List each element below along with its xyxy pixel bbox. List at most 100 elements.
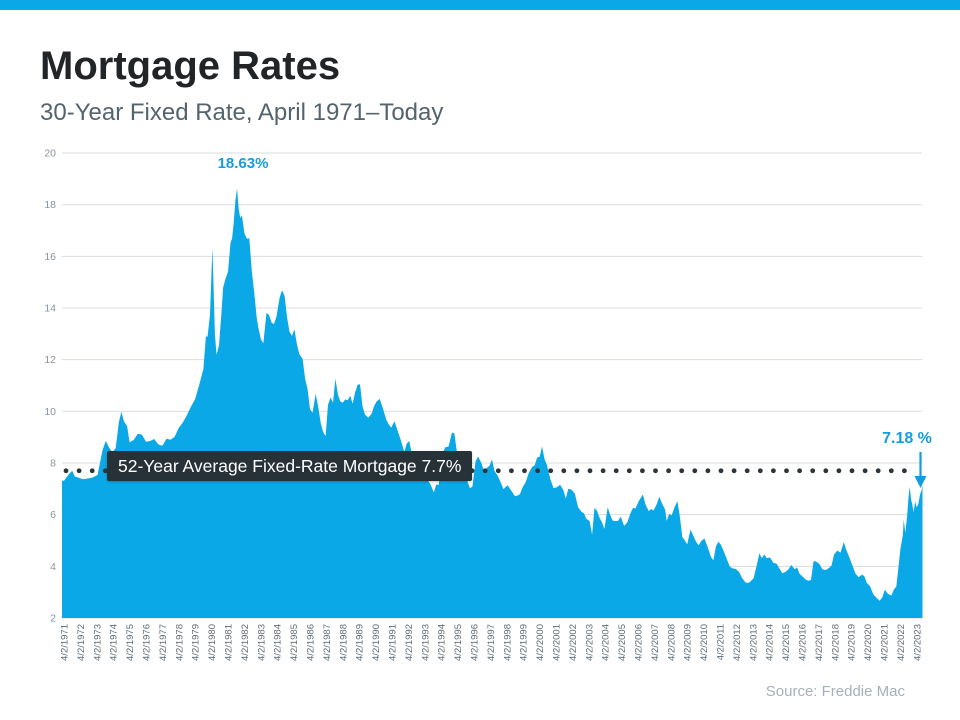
average-line-dot <box>666 468 671 474</box>
page-subtitle: 30-Year Fixed Rate, April 1971–Today <box>40 99 444 126</box>
x-axis-tick-label: 4/2/2021 <box>880 624 891 661</box>
x-axis-tick-label: 4/2/1993 <box>420 624 431 661</box>
average-line-dot <box>692 468 698 474</box>
average-line-dot <box>849 468 855 474</box>
average-line-dot <box>600 468 606 474</box>
x-axis-tick-label: 4/2/1979 <box>191 624 202 661</box>
x-axis-tick-label: 4/2/2009 <box>683 624 694 661</box>
average-line-dot <box>771 468 776 474</box>
average-line-dot <box>862 468 868 474</box>
x-axis-tick-label: 4/2/2002 <box>568 624 579 661</box>
average-line-dot <box>902 468 907 474</box>
average-line-dot <box>757 468 763 474</box>
average-line-dot <box>509 468 514 474</box>
x-axis-tick-label: 4/2/2011 <box>716 624 727 660</box>
x-axis-tick-label: 4/2/2001 <box>552 624 563 661</box>
x-axis-tick-label: 4/2/1988 <box>338 624 349 661</box>
average-line-dot <box>548 468 554 474</box>
x-axis-tick-label: 4/2/2005 <box>617 624 628 661</box>
x-axis-tick-label: 4/2/1982 <box>240 624 251 661</box>
average-line-dot <box>522 468 527 474</box>
average-line-dot <box>784 468 789 474</box>
y-axis-tick-label: 12 <box>44 354 56 366</box>
x-axis-tick-label: 4/2/2013 <box>748 624 759 661</box>
x-axis-tick-label: 4/2/1990 <box>371 624 382 661</box>
x-axis-tick-label: 4/2/1974 <box>109 624 120 661</box>
x-axis-tick-label: 4/2/2012 <box>732 624 743 661</box>
y-axis-tick-label: 16 <box>44 251 56 263</box>
x-axis-tick-label: 4/2/1996 <box>470 624 481 661</box>
average-line-dot <box>561 468 567 474</box>
source-attribution: Source: Freddie Mac <box>765 683 905 700</box>
x-axis-tick-label: 4/2/2007 <box>650 624 661 661</box>
x-axis-tick-label: 4/2/2023 <box>912 624 923 661</box>
x-axis-tick-label: 4/2/1998 <box>502 624 513 661</box>
average-line-dot <box>653 468 658 474</box>
x-axis-tick-label: 4/2/1980 <box>207 624 218 661</box>
current-rate-arrowhead <box>914 476 927 488</box>
average-line-dot <box>679 468 685 474</box>
x-axis-tick-label: 4/2/1981 <box>224 624 235 661</box>
average-line-dot <box>587 468 593 474</box>
average-line-dot <box>744 468 750 474</box>
y-axis-tick-label: 14 <box>44 303 56 315</box>
average-rate-callout: 52-Year Average Fixed-Rate Mortgage 7.7% <box>107 451 473 481</box>
x-axis-tick-label: 4/2/1997 <box>486 624 497 661</box>
x-axis-tick-label: 4/2/1983 <box>256 624 267 661</box>
x-axis-tick-label: 4/2/2022 <box>896 624 907 661</box>
average-line-dot <box>731 468 737 474</box>
x-axis-tick-label: 4/2/1973 <box>92 624 103 661</box>
average-line-dot <box>797 468 802 474</box>
x-axis-tick-label: 4/2/1987 <box>322 624 333 661</box>
x-axis-tick-label: 4/2/2019 <box>847 624 858 661</box>
average-line-dot <box>823 468 829 474</box>
average-line-dot <box>482 468 488 474</box>
average-line-dot <box>875 468 881 474</box>
average-line-dot <box>574 468 580 474</box>
x-axis-tick-label: 4/2/1992 <box>404 624 415 661</box>
average-line-dot <box>535 468 540 474</box>
x-axis-tick-label: 4/2/2000 <box>535 624 546 661</box>
x-axis-tick-label: 4/2/2003 <box>584 624 595 661</box>
x-axis-tick-label: 4/2/2018 <box>830 624 841 661</box>
y-axis-tick-label: 4 <box>50 561 56 573</box>
x-axis-tick-label: 4/2/1995 <box>453 624 464 661</box>
x-axis-tick-label: 4/2/1984 <box>273 624 284 661</box>
x-axis-tick-label: 4/2/1975 <box>125 624 136 661</box>
average-line-dot <box>640 468 645 474</box>
x-axis-tick-label: 4/2/1999 <box>519 624 530 661</box>
x-axis-tick-label: 4/2/1978 <box>174 624 185 661</box>
average-line-dot <box>495 468 501 474</box>
x-axis-tick-label: 4/2/1976 <box>142 624 153 661</box>
x-axis-tick-label: 4/2/1986 <box>306 624 317 661</box>
x-axis-tick-label: 4/2/1971 <box>60 624 71 661</box>
average-line-dot <box>102 468 108 474</box>
x-axis-tick-label: 4/2/2015 <box>781 624 792 661</box>
x-axis-tick-label: 4/2/2020 <box>863 624 874 661</box>
average-line-dot <box>613 468 619 474</box>
x-axis-tick-label: 4/2/1991 <box>388 624 399 661</box>
top-accent-bar <box>0 0 960 10</box>
x-axis-tick-label: 4/2/1977 <box>158 624 169 661</box>
average-line-dot <box>76 468 82 474</box>
y-axis-tick-label: 10 <box>44 406 56 418</box>
x-axis-tick-label: 4/2/2010 <box>699 624 710 661</box>
x-axis-tick-label: 4/2/1972 <box>76 624 87 661</box>
peak-rate-annotation: 18.63% <box>217 155 269 172</box>
average-line-dot <box>836 468 842 474</box>
x-axis-tick-label: 4/2/2014 <box>765 624 776 661</box>
average-line-dot <box>626 468 632 474</box>
x-axis-tick-label: 4/2/2008 <box>666 624 677 661</box>
average-line-dot <box>63 468 69 474</box>
x-axis-tick-label: 4/2/2016 <box>798 624 809 661</box>
x-axis-tick-label: 4/2/2004 <box>601 624 612 661</box>
page-title: Mortgage Rates <box>40 44 341 88</box>
y-axis-tick-label: 6 <box>50 509 56 521</box>
average-line-dot <box>89 468 95 474</box>
y-axis-tick-label: 18 <box>44 199 56 211</box>
current-rate-annotation: 7.18 % <box>882 430 932 447</box>
average-line-dot <box>810 468 816 474</box>
y-axis-tick-label: 2 <box>50 613 56 625</box>
